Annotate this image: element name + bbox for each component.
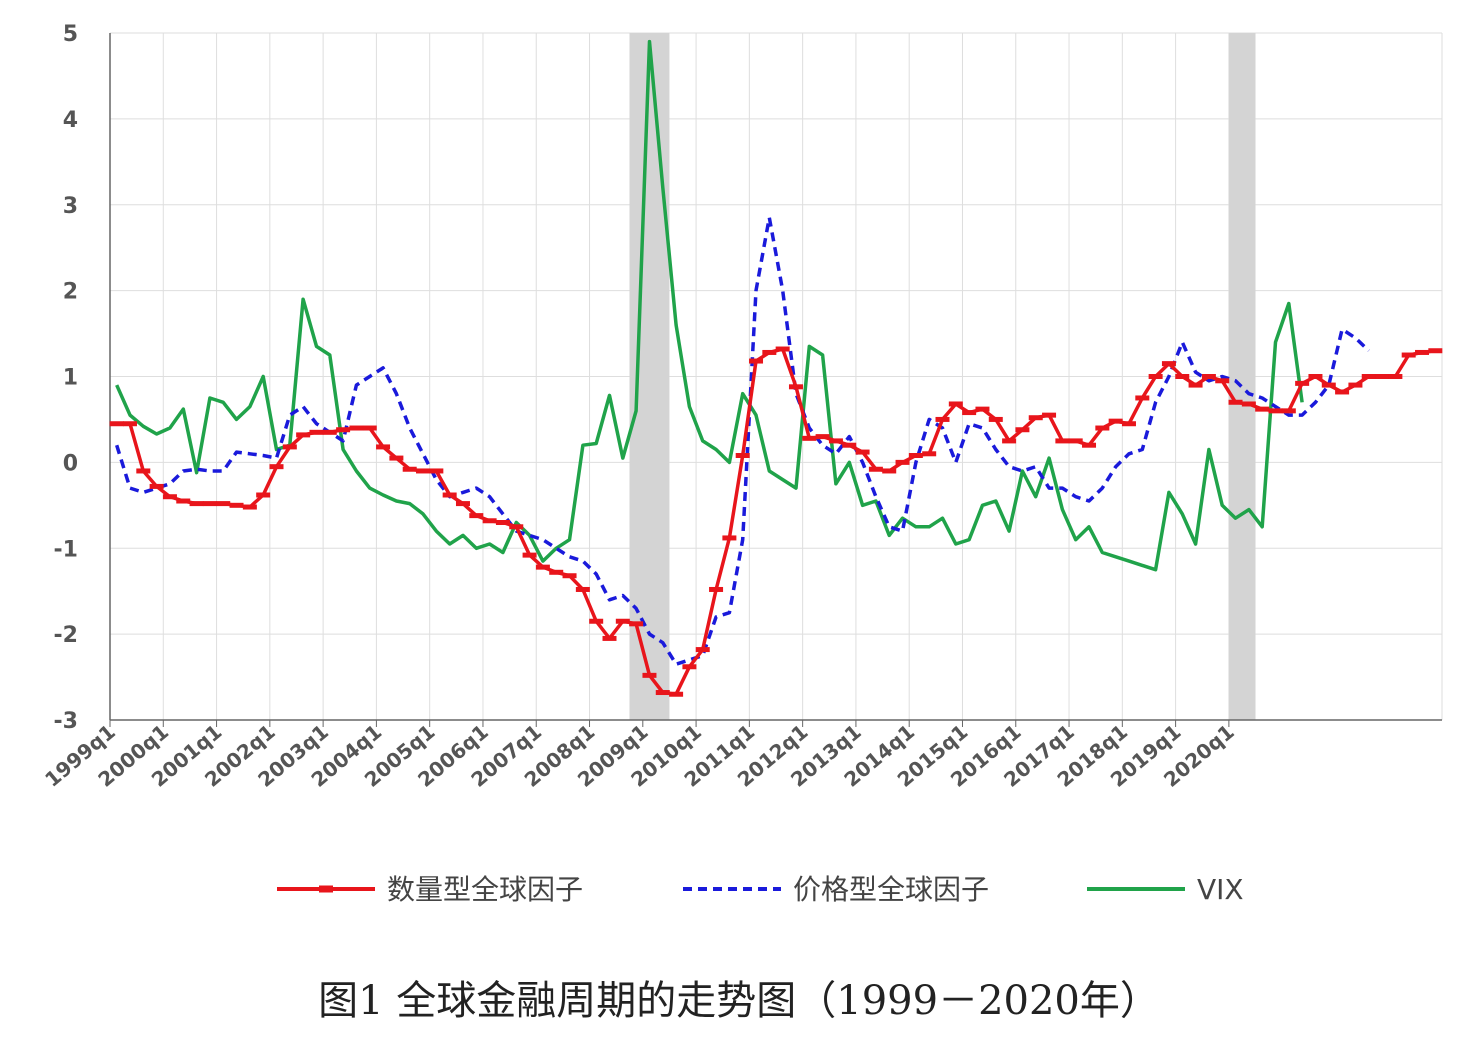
figure-caption: 图1 全球金融周期的走势图（1999－2020年） <box>318 978 1160 1024</box>
series-line-price-factor <box>115 215 1370 666</box>
shaded-period <box>1228 33 1256 720</box>
legend: 数量型全球因子 价格型全球因子 VIX <box>277 873 1244 906</box>
series-lines <box>109 39 1443 697</box>
y-tick-label: 3 <box>63 194 78 219</box>
y-tick-label: -1 <box>54 537 78 562</box>
y-tick-label: 5 <box>63 22 78 47</box>
legend-label: 价格型全球因子 <box>793 873 989 906</box>
y-tick-label: 0 <box>63 451 78 476</box>
grid <box>109 32 1443 721</box>
legend-label: VIX <box>1197 873 1244 906</box>
y-tick-label: 4 <box>63 108 78 133</box>
shaded-period <box>629 33 670 720</box>
series-line-vix <box>115 39 1304 572</box>
y-tick-label: 1 <box>63 366 78 391</box>
y-tick-label: -3 <box>54 709 78 734</box>
y-tick-label: -2 <box>54 623 78 648</box>
legend-label: 数量型全球因子 <box>387 873 583 906</box>
y-tick-label: 2 <box>63 280 78 305</box>
